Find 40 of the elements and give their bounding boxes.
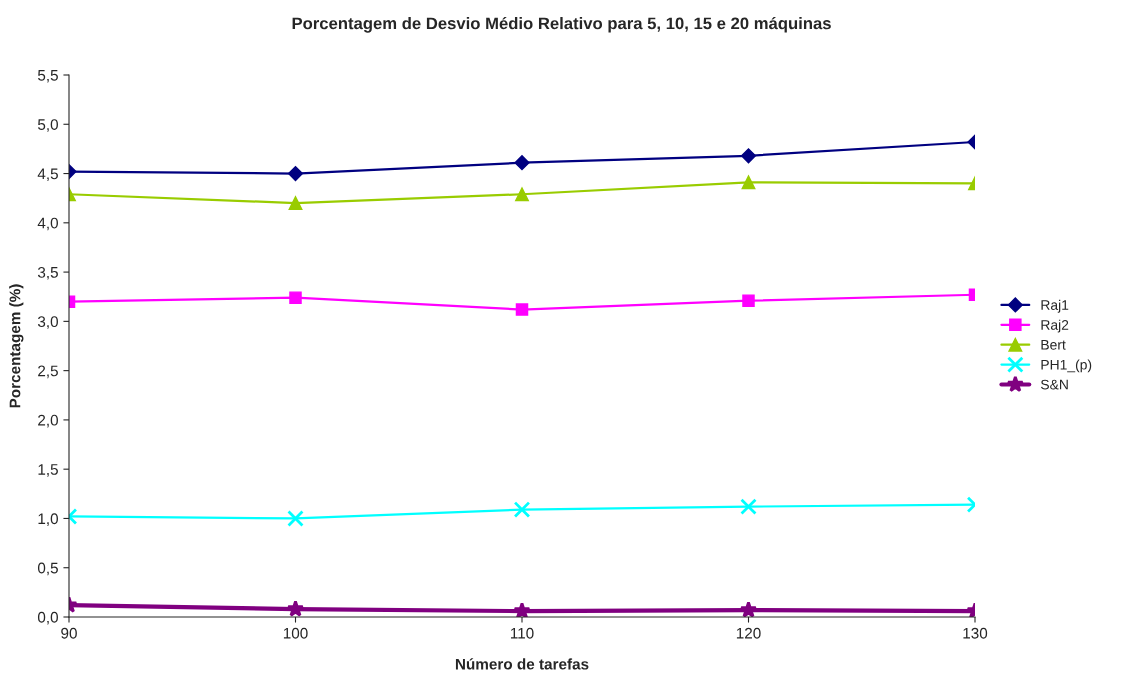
x-tick-label: 120 (736, 627, 761, 639)
x-tick-label: 90 (61, 627, 77, 639)
point (741, 175, 756, 190)
y-tick-label: 3,0 (37, 316, 58, 329)
y-tick-label: 0,5 (37, 562, 58, 576)
point (513, 602, 531, 617)
y-axis-title: Porcentagem (%) (9, 284, 24, 408)
point (514, 155, 530, 171)
y-tick-label: 2,5 (38, 365, 58, 379)
point (740, 498, 757, 515)
x-tick-label: 100 (283, 627, 308, 639)
point (288, 196, 303, 211)
point (515, 187, 529, 202)
y-tick-label: 2,0 (38, 414, 58, 428)
y-tick-label: 5,0 (37, 119, 58, 132)
chart-title: Porcentagem de Desvio Médio Relativo para 5, 10, 15 e 20 máquinas (292, 16, 831, 33)
y-tick-label: 4,5 (37, 168, 58, 182)
legend-label: Bert (1041, 340, 1066, 350)
y-tick-label: 0,0 (37, 611, 58, 625)
y-tick-label: 4,0 (37, 217, 58, 231)
point (740, 148, 757, 164)
point (739, 601, 758, 617)
legend-label: S&N (1040, 379, 1068, 390)
point (513, 501, 531, 518)
legend-label: Raj1 (1041, 299, 1069, 313)
point (287, 165, 304, 182)
point (286, 600, 305, 617)
point (515, 303, 529, 316)
point (289, 291, 302, 304)
y-tick-label: 3,5 (37, 266, 58, 280)
y-tick-label: 1,5 (38, 464, 58, 477)
x-tick-label: 130 (963, 627, 988, 639)
y-tick-label: 5,5 (37, 70, 58, 83)
point (287, 510, 304, 527)
x-tick-label: 110 (510, 627, 534, 639)
legend-label: PH1_(p) (1041, 359, 1092, 373)
point (742, 294, 755, 307)
y-tick-label: 1,0 (38, 513, 58, 526)
x-axis-title: Número de tarefas (455, 658, 589, 670)
legend-label: Raj2 (1041, 319, 1069, 333)
